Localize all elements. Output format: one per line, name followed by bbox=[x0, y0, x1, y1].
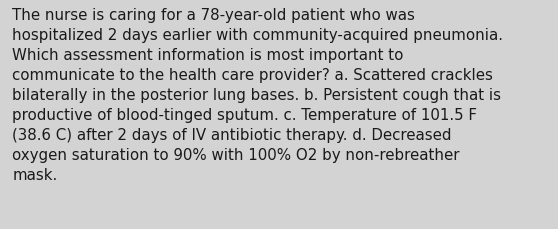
Text: The nurse is caring for a 78-year-old patient who was
hospitalized 2 days earlie: The nurse is caring for a 78-year-old pa… bbox=[12, 8, 503, 183]
